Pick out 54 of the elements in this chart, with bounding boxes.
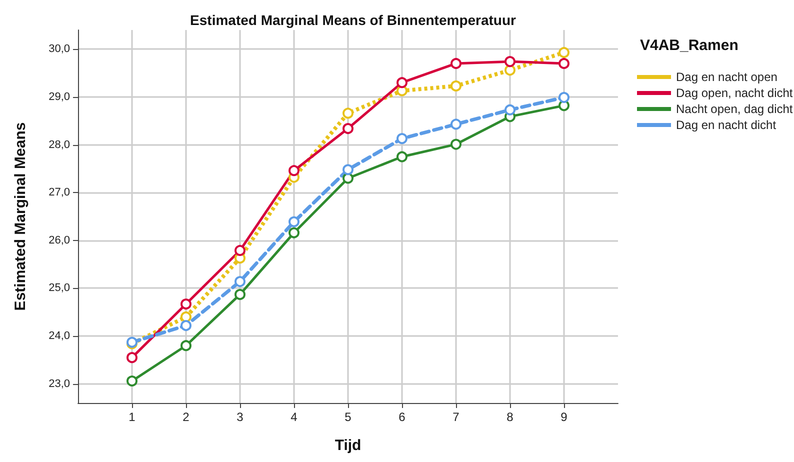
- point: [342, 108, 354, 119]
- point: [450, 58, 462, 69]
- legend-label: Nacht open, dag dicht: [676, 102, 794, 116]
- legend-label: Dag en nacht dicht: [676, 118, 777, 132]
- point: [396, 77, 408, 88]
- point: [342, 123, 354, 134]
- x-axis-title: Tijd: [334, 437, 362, 454]
- point: [396, 133, 408, 144]
- point: [288, 165, 300, 176]
- legend-label: Dag en nacht open: [676, 70, 778, 84]
- x-tick-label: 3: [236, 410, 244, 424]
- chart-title: Estimated Marginal Means of Binnentemperatuur: [190, 12, 517, 28]
- point: [288, 216, 300, 228]
- x-tick-label: 9: [560, 410, 568, 424]
- y-tick-label: 23,0: [48, 378, 70, 390]
- x-tick-label: 8: [506, 410, 514, 424]
- y-tick-label: 29,0: [48, 90, 70, 103]
- point: [126, 376, 138, 386]
- point: [342, 172, 354, 184]
- point: [450, 138, 462, 150]
- legend-title: V4AB_Ramen: [640, 37, 738, 54]
- x-tick-label: 1: [128, 410, 136, 424]
- y-tick-label: 24,0: [48, 330, 70, 342]
- point: [450, 118, 462, 130]
- point: [234, 288, 246, 300]
- y-tick-label: 30,0: [48, 43, 70, 56]
- x-tick-label: 6: [398, 410, 406, 424]
- point: [180, 311, 192, 322]
- y-tick-label: 25,0: [48, 282, 70, 294]
- point: [126, 352, 138, 364]
- point: [558, 46, 570, 58]
- point: [504, 104, 516, 116]
- legend-label: Dag open, nacht dicht: [676, 86, 794, 100]
- point: [450, 80, 462, 92]
- point: [396, 151, 408, 162]
- x-tick-label: 5: [344, 410, 352, 424]
- x-tick-label: 4: [290, 410, 298, 424]
- y-tick-label: 28,0: [48, 138, 70, 151]
- point: [504, 56, 516, 68]
- point: [558, 58, 570, 69]
- point: [288, 227, 300, 238]
- x-tick-label: 7: [452, 410, 460, 424]
- point: [180, 340, 192, 352]
- y-axis-title: Estimated Marginal Means: [12, 122, 29, 311]
- point: [558, 92, 570, 103]
- point: [234, 244, 246, 256]
- point: [504, 64, 516, 76]
- point: [342, 164, 354, 176]
- y-tick-label: 26,0: [48, 234, 70, 246]
- point: [234, 276, 246, 288]
- point: [180, 320, 192, 332]
- point: [180, 298, 192, 310]
- y-tick-label: 27,0: [48, 186, 70, 199]
- x-tick-label: 2: [182, 410, 190, 424]
